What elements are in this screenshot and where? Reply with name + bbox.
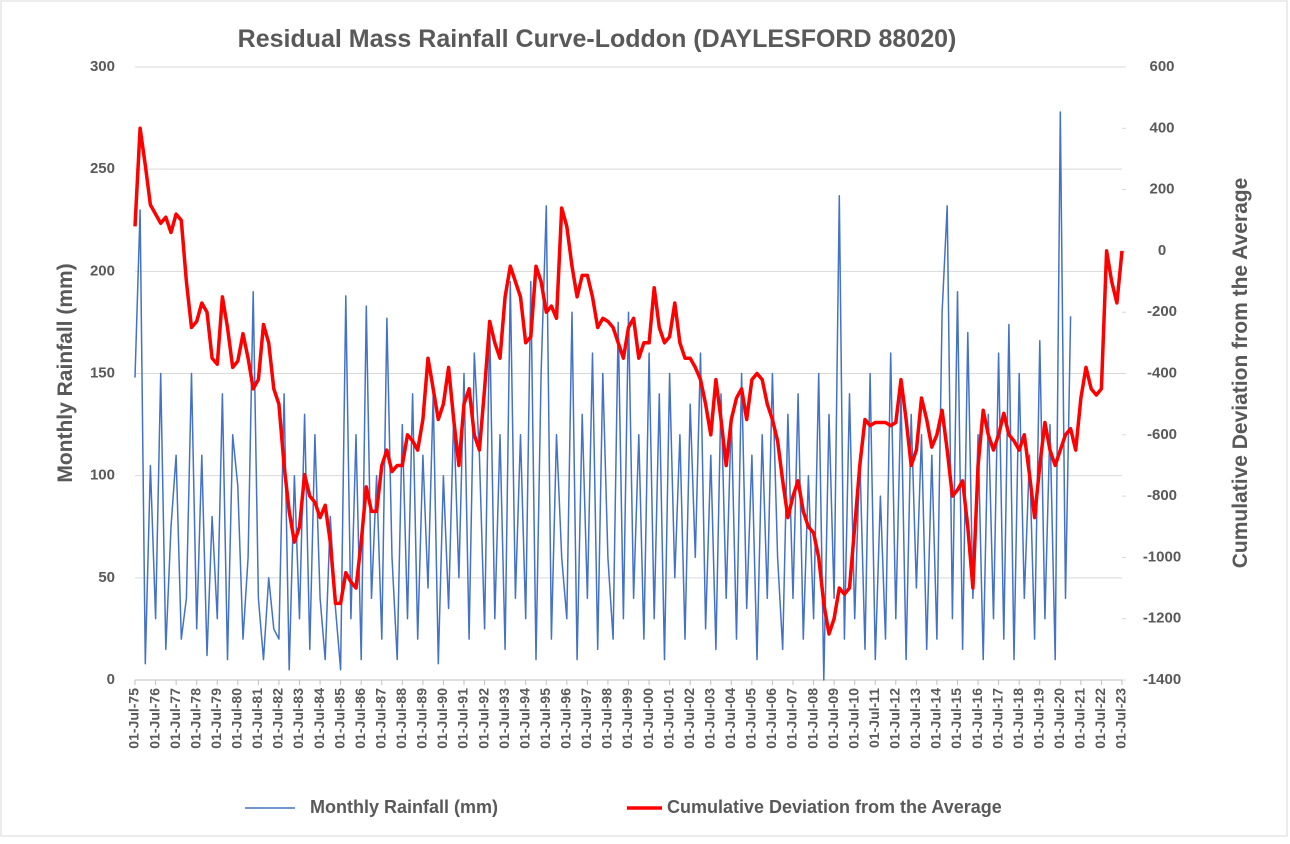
series-line (133, 126, 1124, 636)
chart-title: Residual Mass Rainfall Curve-Loddon (DAY… (238, 25, 957, 53)
x-tick-label: 01-Jul-82 (270, 688, 286, 749)
x-tick-label: 01-Jul-75 (126, 688, 142, 749)
x-tick-label: 01-Jul-88 (393, 688, 409, 749)
x-tick-label: 01-Jul-17 (989, 688, 1005, 749)
x-tick-label: 01-Jul-87 (372, 688, 388, 749)
x-tick-label: 01-Jul-05 (743, 688, 759, 749)
y-tick-label: 250 (90, 160, 115, 177)
x-tick-label: 01-Jul-07 (784, 688, 800, 749)
x-tick-label: 01-Jul-98 (599, 688, 615, 749)
y-axis-title: Monthly Rainfall (mm) (54, 263, 77, 482)
y2-tick-label: -800 (1147, 487, 1177, 504)
x-tick-label: 01-Jul-02 (681, 688, 697, 749)
x-tick-label: 01-Jul-20 (1051, 688, 1067, 749)
x-tick-label: 01-Jul-19 (1030, 688, 1046, 749)
x-tick-label: 01-Jul-06 (763, 688, 779, 749)
y2-tick-label: -600 (1147, 426, 1177, 443)
x-tick-label: 01-Jul-21 (1072, 688, 1088, 749)
x-tick-label: 01-Jul-76 (146, 688, 162, 749)
x-tick-label: 01-Jul-84 (311, 688, 327, 749)
x-tick-label: 01-Jul-96 (558, 688, 574, 749)
x-tick-label: 01-Jul-95 (537, 688, 553, 749)
x-tick-label: 01-Jul-12 (887, 688, 903, 749)
x-tick-label: 01-Jul-16 (969, 688, 985, 749)
y-tick-label: 200 (90, 262, 115, 279)
x-tick-label: 01-Jul-08 (804, 688, 820, 749)
x-tick-label: 01-Jul-10 (845, 688, 861, 749)
x-tick-label: 01-Jul-18 (1010, 688, 1026, 749)
x-tick-label: 01-Jul-22 (1092, 688, 1108, 749)
y2-tick-label: 600 (1149, 58, 1174, 75)
y2-tick-label: 200 (1149, 181, 1174, 198)
x-tick-label: 01-Jul-09 (825, 688, 841, 749)
series-line (134, 111, 1072, 681)
x-tick-label: 01-Jul-11 (866, 688, 882, 748)
x-tick-label: 01-Jul-94 (516, 688, 532, 749)
x-tick-label: 01-Jul-93 (496, 688, 512, 749)
x-tick-label: 01-Jul-03 (701, 688, 717, 749)
x-tick-label: 01-Jul-15 (948, 688, 964, 749)
x-tick-label: 01-Jul-23 (1113, 688, 1129, 749)
legend: Monthly Rainfall (mm) Cumulative Deviatio… (245, 797, 1002, 817)
y-tick-label: 150 (90, 364, 115, 381)
x-tick-label: 01-Jul-99 (619, 688, 635, 749)
legend-label: Cumulative Deviation from the Average (667, 797, 1002, 817)
y2-tick-label: -1400 (1143, 671, 1181, 688)
x-tick-label: 01-Jul-13 (907, 688, 923, 749)
y-tick-label: 50 (98, 569, 115, 586)
y-tick-label: 300 (90, 58, 115, 75)
x-tick-label: 01-Jul-04 (722, 688, 738, 749)
x-tick-label: 01-Jul-79 (208, 688, 224, 749)
x-tick-label: 01-Jul-77 (167, 688, 183, 749)
x-tick-label: 01-Jul-00 (640, 688, 656, 749)
y2-tick-label: -400 (1147, 364, 1177, 381)
x-tick-label: 01-Jul-97 (578, 688, 594, 749)
x-tick-label: 01-Jul-01 (660, 688, 676, 749)
y2-tick-label: -1200 (1143, 610, 1181, 627)
x-tick-label: 01-Jul-14 (928, 688, 944, 749)
legend-label: Monthly Rainfall (mm) (310, 797, 498, 817)
x-tick-label: 01-Jul-86 (352, 688, 368, 749)
y-tick-label: 0 (107, 671, 115, 688)
x-tick-label: 01-Jul-90 (434, 688, 450, 749)
y2-tick-label: 0 (1158, 242, 1166, 259)
x-tick-label: 01-Jul-91 (455, 688, 471, 749)
y2-tick-label: -1000 (1143, 548, 1181, 565)
x-tick-label: 01-Jul-92 (475, 688, 491, 749)
y2-tick-label: 400 (1149, 119, 1174, 136)
x-tick-label: 01-Jul-89 (414, 688, 430, 749)
y2-axis-title: Cumulative Deviation from the Average (1229, 178, 1252, 569)
x-tick-label: 01-Jul-81 (249, 688, 265, 749)
x-tick-label: 01-Jul-85 (331, 688, 347, 749)
x-tick-label: 01-Jul-83 (290, 688, 306, 749)
y2-tick-label: -200 (1147, 303, 1177, 320)
y-tick-label: 100 (90, 467, 115, 484)
x-tick-label: 01-Jul-80 (229, 688, 245, 749)
x-tick-label: 01-Jul-78 (187, 688, 203, 749)
